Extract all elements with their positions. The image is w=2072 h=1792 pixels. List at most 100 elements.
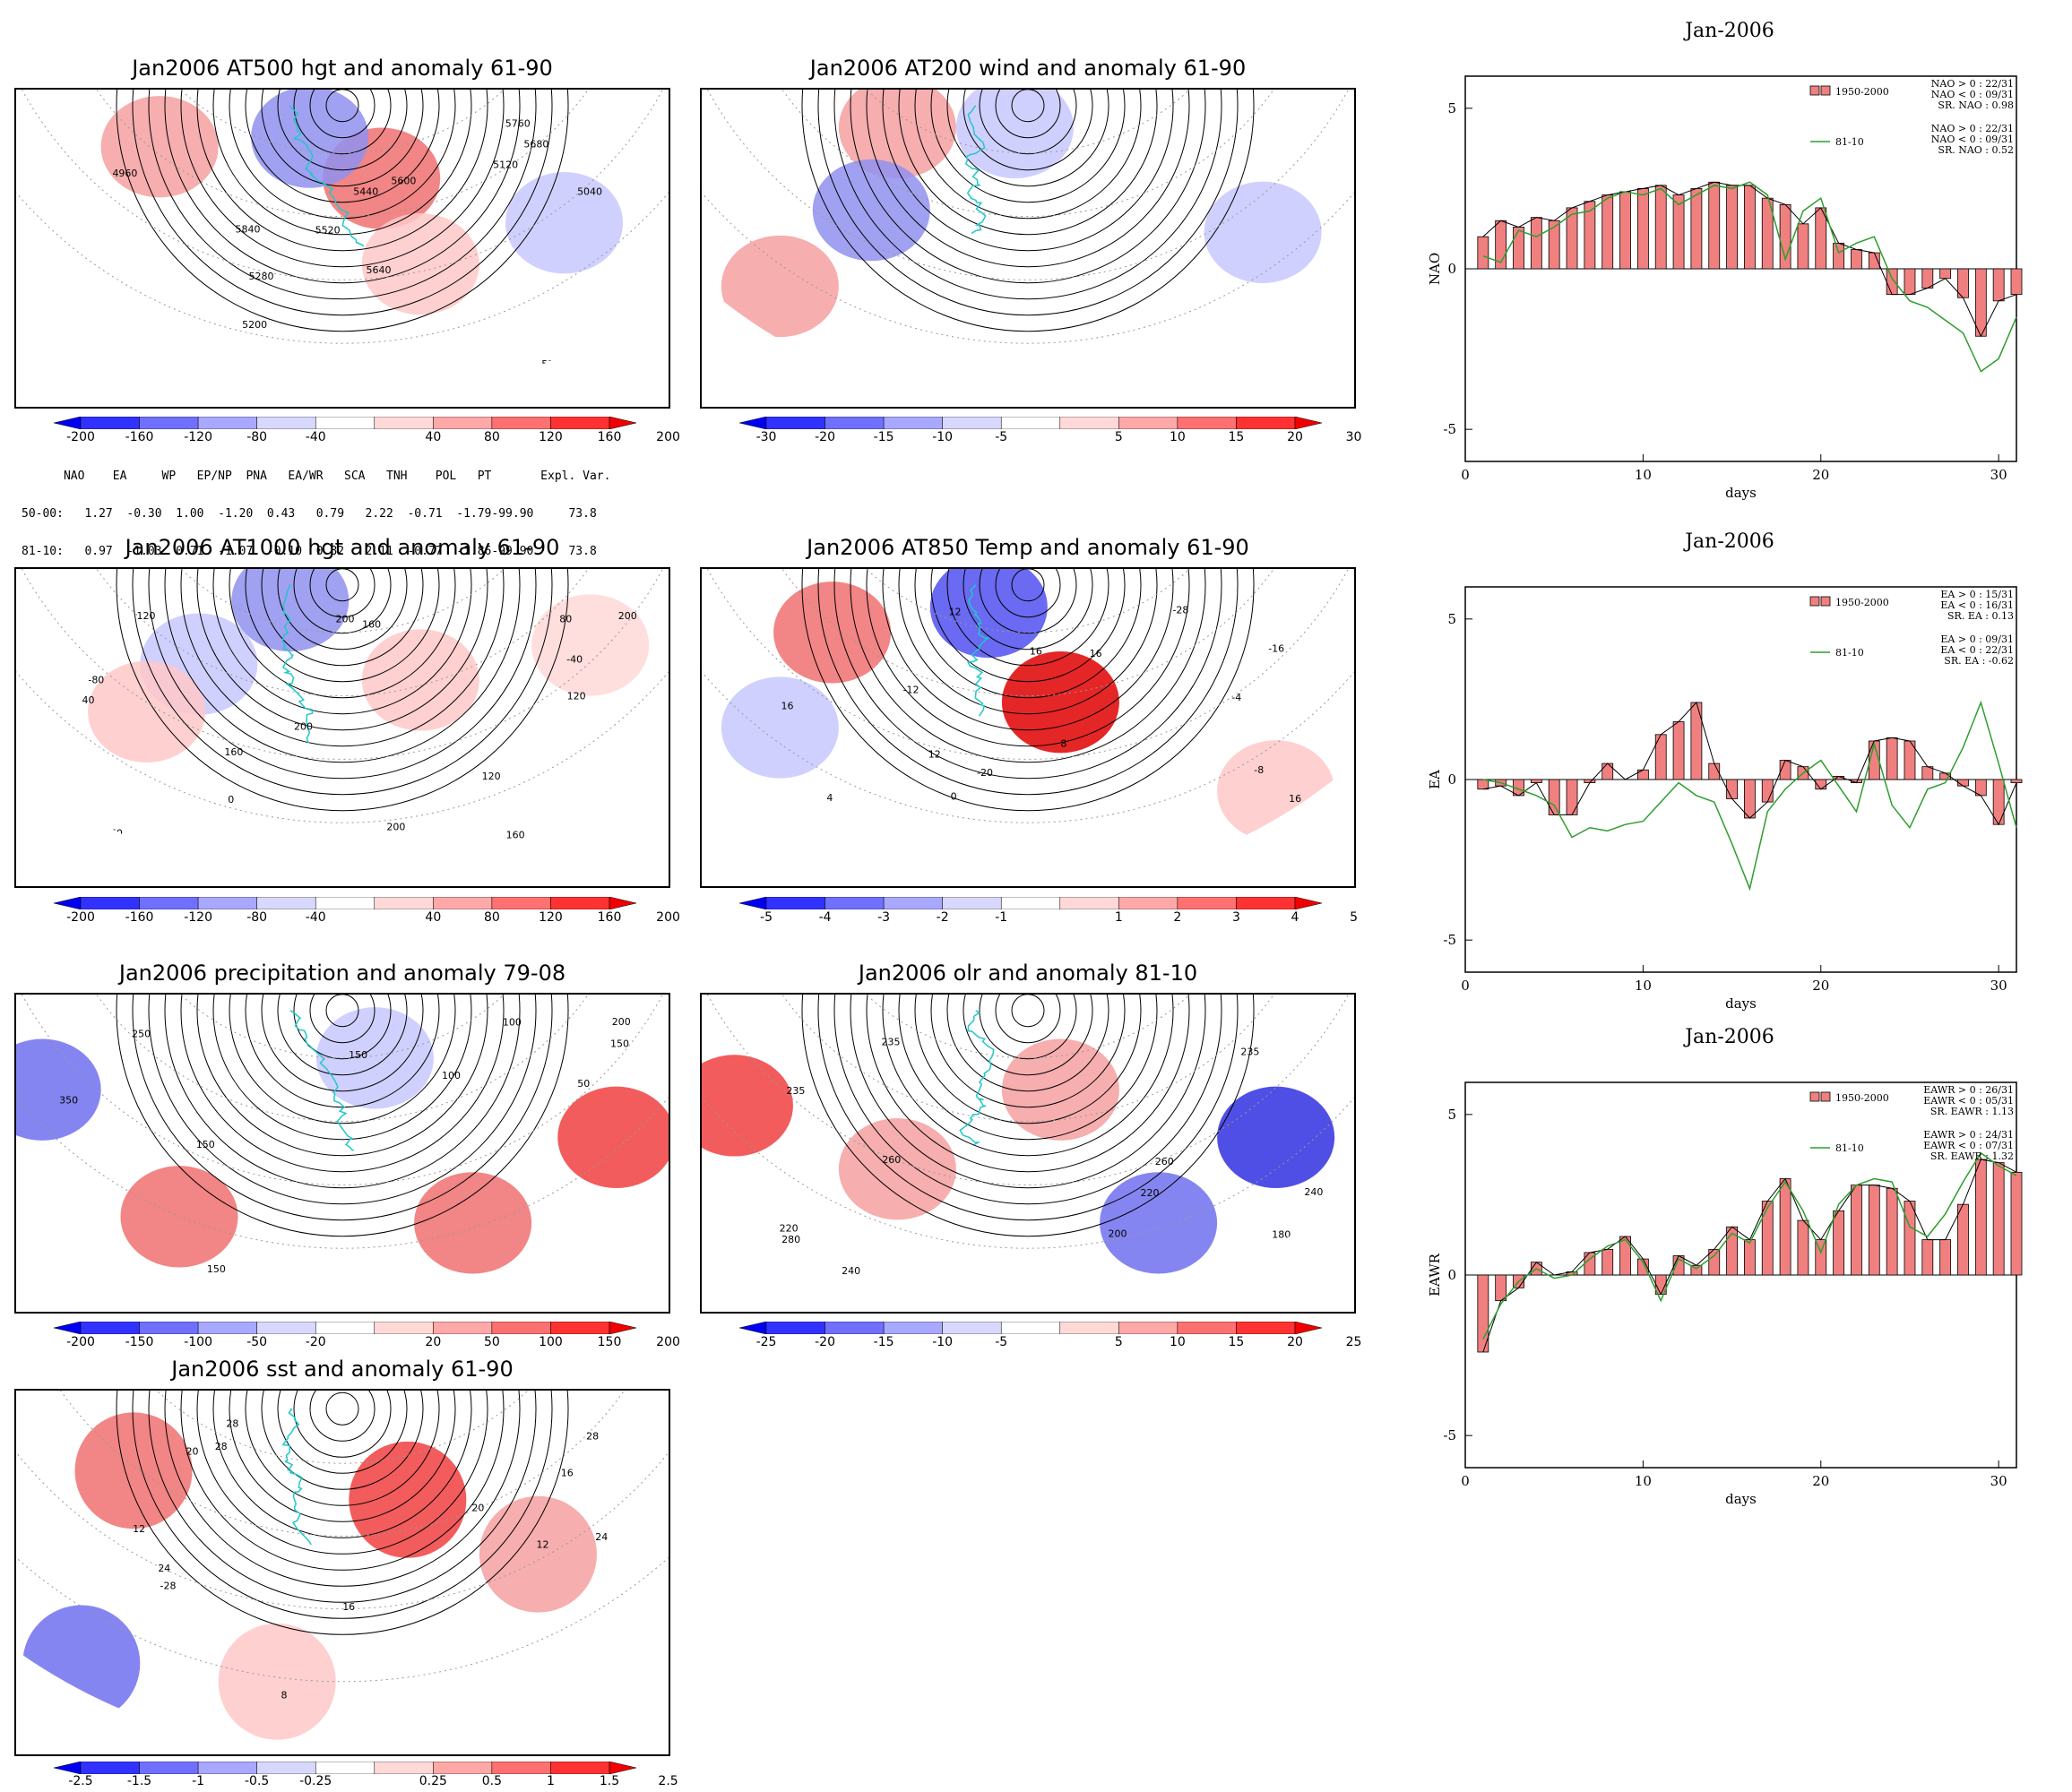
contour-label: 100 — [503, 1017, 522, 1029]
stats-1950-2000: EAWR < 0 : 05/31 — [1923, 1095, 2014, 1107]
anomaly-shading — [838, 90, 956, 179]
colorbar-swatch — [491, 1321, 551, 1335]
map-panel-precip: 150 200 350 100 150 50 150 100 300 250 150 — [14, 993, 670, 1314]
colorbar-tick-label: 80 — [483, 910, 500, 925]
y-tick-label: 0 — [1447, 1267, 1456, 1283]
colorbar-swatch — [765, 896, 825, 910]
colorbar-tick-label: -1 — [192, 1774, 205, 1788]
contour-line — [309, 569, 376, 618]
colorbar-tick-label: -25 — [755, 1335, 777, 1349]
colorbar-tick-label: -100 — [184, 1335, 212, 1349]
colorbar-tick-label: 20 — [1287, 430, 1303, 444]
x-tick-label: 20 — [1812, 978, 1829, 994]
contour-line — [229, 569, 456, 699]
colorbar-1000hgt — [53, 896, 637, 910]
legend-swatch-bar — [1820, 85, 1831, 96]
y-tick-label: -5 — [1443, 1427, 1456, 1443]
colorbar-swatch — [374, 1761, 434, 1775]
contour-line — [850, 90, 1206, 284]
bar-1950-2000 — [1868, 1185, 1880, 1276]
contour-line — [801, 569, 1255, 812]
colorbar-tick-label: 50 — [483, 1335, 500, 1349]
contour-line — [801, 90, 1255, 332]
colorbar-swatch — [139, 1761, 199, 1775]
colorbar-swatch — [1059, 896, 1119, 910]
anomaly-shading — [838, 1118, 956, 1220]
colorbar-tick-label: 2.5 — [658, 1774, 678, 1788]
contour-label: 100 — [442, 1070, 461, 1081]
anomaly-shading — [1204, 181, 1322, 283]
bar-1950-2000 — [1779, 1178, 1791, 1276]
colorbar-swatches — [53, 1321, 637, 1335]
map-canvas: -20 -28 16 -16 -12 -8 -4 0 4 8 12 16 12 16 16 16 — [702, 569, 1354, 886]
colorbar-swatch — [550, 1321, 610, 1335]
x-tick-label: 10 — [1635, 467, 1652, 483]
contour-label: 5680 — [523, 139, 548, 151]
contour-label: 4 — [826, 792, 833, 804]
map-panel-sst: 28 8 12 16 20 24 24 28 20 28 16 12 -28 — [14, 1389, 670, 1756]
x-tick-label: 10 — [1635, 1473, 1652, 1489]
colorbar-swatch — [883, 896, 943, 910]
contour-line — [1011, 569, 1045, 602]
colorbar-labels-500hgt: -200 -160 -120 -80 -40 40 80 120 160 200 — [54, 430, 680, 446]
contour-label: 5360 — [541, 358, 566, 370]
colorbar-tick-label: 0.5 — [481, 1774, 503, 1788]
stats-81-10: EA < 0 : 22/31 — [1940, 644, 2014, 656]
stats-1950-2000: EA > 0 : 15/31 — [1940, 589, 2014, 600]
contour-line — [963, 995, 1093, 1076]
x-tick-label: 20 — [1812, 467, 1829, 483]
colorbar-tick-label: -150 — [125, 1335, 154, 1349]
y-tick-label: -5 — [1443, 421, 1456, 437]
colorbar-swatch — [1294, 896, 1323, 910]
contour-label: 260 — [882, 1154, 901, 1166]
bar-1950-2000 — [1833, 1210, 1845, 1276]
colorbar-swatch — [609, 1321, 637, 1335]
contour-line — [245, 90, 440, 203]
graticule — [16, 90, 669, 344]
contour-label: 12 — [537, 1539, 549, 1551]
legend-label-81-10: 81-10 — [1835, 647, 1864, 659]
contour-line — [148, 1391, 537, 1603]
colorbar-swatch — [80, 896, 140, 910]
bar-1950-2000 — [1654, 185, 1667, 270]
graticule — [16, 995, 669, 1249]
colorbar-tick-label: 100 — [539, 1335, 563, 1349]
contour-line — [817, 995, 1239, 1221]
colorbar-tick-label: -1.5 — [126, 1774, 152, 1788]
bar-1950-2000 — [1992, 1162, 2005, 1276]
ts-chart-eawr: 5 0 -5 0 10 20 30 EAWR days 1950-2000 81-10 EAWR > … — [1427, 1081, 2023, 1507]
contour-line — [850, 995, 1206, 1189]
anomaly-shading — [88, 660, 206, 762]
map-title-3: Jan2006 AT1000 hgt and anomaly 61-90 — [125, 535, 560, 560]
colorbar-swatch — [491, 416, 551, 430]
colorbar-tick-label: -40 — [305, 910, 326, 925]
colorbar-swatch — [883, 416, 943, 430]
colorbar-swatch — [80, 416, 140, 430]
contour-line — [293, 995, 392, 1060]
contour-label: -28 — [1172, 605, 1188, 616]
contour-label: 28 — [215, 1441, 228, 1452]
contour-line — [116, 1391, 569, 1635]
colorbar-tick-label: -30 — [755, 430, 777, 444]
colorbar-tick-label: 10 — [1169, 1335, 1186, 1349]
contour-label: 250 — [132, 1028, 151, 1039]
stats-1950-2000: EA < 0 : 16/31 — [1940, 599, 2014, 611]
colorbar-tick-label: -160 — [125, 430, 154, 444]
colorbar-tick-label: 3 — [1231, 910, 1240, 925]
y-tick-label: 5 — [1447, 100, 1456, 116]
anomaly-shading — [120, 1166, 238, 1268]
colorbar-tick-label: 1.5 — [599, 1774, 620, 1788]
contour-line — [277, 995, 408, 1076]
contour-label: 16 — [1311, 840, 1324, 852]
colorbar-swatch — [197, 416, 257, 430]
bar-1950-2000 — [1566, 779, 1578, 815]
colorbar-swatch — [374, 416, 434, 430]
contour-label: 12 — [133, 1523, 145, 1535]
colorbar-swatch — [80, 1761, 140, 1775]
contour-line — [817, 90, 1239, 316]
map-title-5: Jan2006 precipitation and anomaly 79-08 — [118, 961, 566, 986]
x-axis-label: days — [1725, 995, 1757, 1012]
anomaly-shading — [721, 235, 839, 338]
bar-1950-2000 — [1992, 268, 2005, 302]
colorbar-tick-label: 200 — [656, 910, 680, 925]
